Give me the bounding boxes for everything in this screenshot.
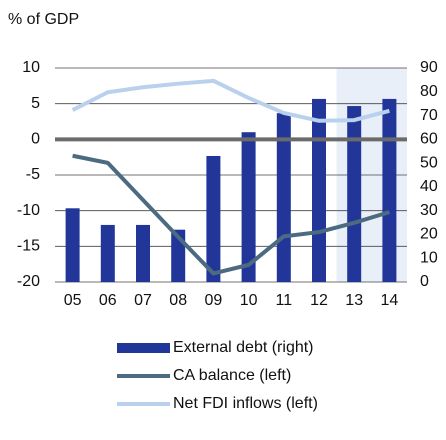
- x-tick-label: 05: [64, 292, 82, 309]
- y2-tick-label: 40: [420, 178, 438, 195]
- bar: [347, 106, 362, 283]
- y2-tick-label: 20: [420, 226, 438, 243]
- y2-tick-label: 80: [420, 83, 438, 100]
- y-tick-label: -15: [17, 238, 40, 255]
- bar: [241, 132, 256, 282]
- x-tick-label: 14: [381, 292, 399, 309]
- x-tick-label: 12: [310, 292, 328, 309]
- bar: [382, 98, 397, 283]
- x-tick-label: 13: [345, 292, 363, 309]
- x-tick-label: 07: [134, 292, 152, 309]
- y2-tick-label: 0: [420, 273, 429, 290]
- y2-tick-label: 90: [420, 59, 438, 76]
- x-tick-label: 09: [205, 292, 223, 309]
- y-tick-label: -10: [17, 202, 40, 219]
- y-tick-label: 5: [31, 95, 40, 112]
- bar: [100, 224, 115, 282]
- y2-tick-label: 10: [420, 249, 438, 266]
- y-tick-label: -5: [26, 166, 40, 183]
- legend-label: CA balance (left): [173, 367, 291, 384]
- line: [71, 78, 390, 123]
- y-tick-label: 0: [31, 131, 40, 148]
- legend-swatch: [117, 343, 170, 353]
- x-tick-label: 08: [169, 292, 187, 309]
- y2-tick-label: 30: [420, 202, 438, 219]
- bar: [136, 224, 150, 282]
- y2-tick-label: 70: [420, 107, 438, 124]
- bar: [65, 208, 80, 282]
- line: [72, 153, 390, 276]
- y2-tick-label: 50: [420, 154, 438, 171]
- x-tick-label: 11: [275, 292, 292, 309]
- y-tick-label: -20: [17, 273, 40, 290]
- bar: [206, 155, 221, 282]
- y2-tick-label: 60: [420, 131, 438, 148]
- legend-label: Net FDI inflows (left): [173, 395, 318, 412]
- x-tick-label: 06: [99, 292, 117, 309]
- bar: [312, 98, 326, 283]
- legend-label: External debt (right): [173, 339, 314, 356]
- x-tick-label: 10: [240, 292, 258, 309]
- chart-title: % of GDP: [8, 11, 79, 28]
- y-tick-label: 10: [22, 59, 40, 76]
